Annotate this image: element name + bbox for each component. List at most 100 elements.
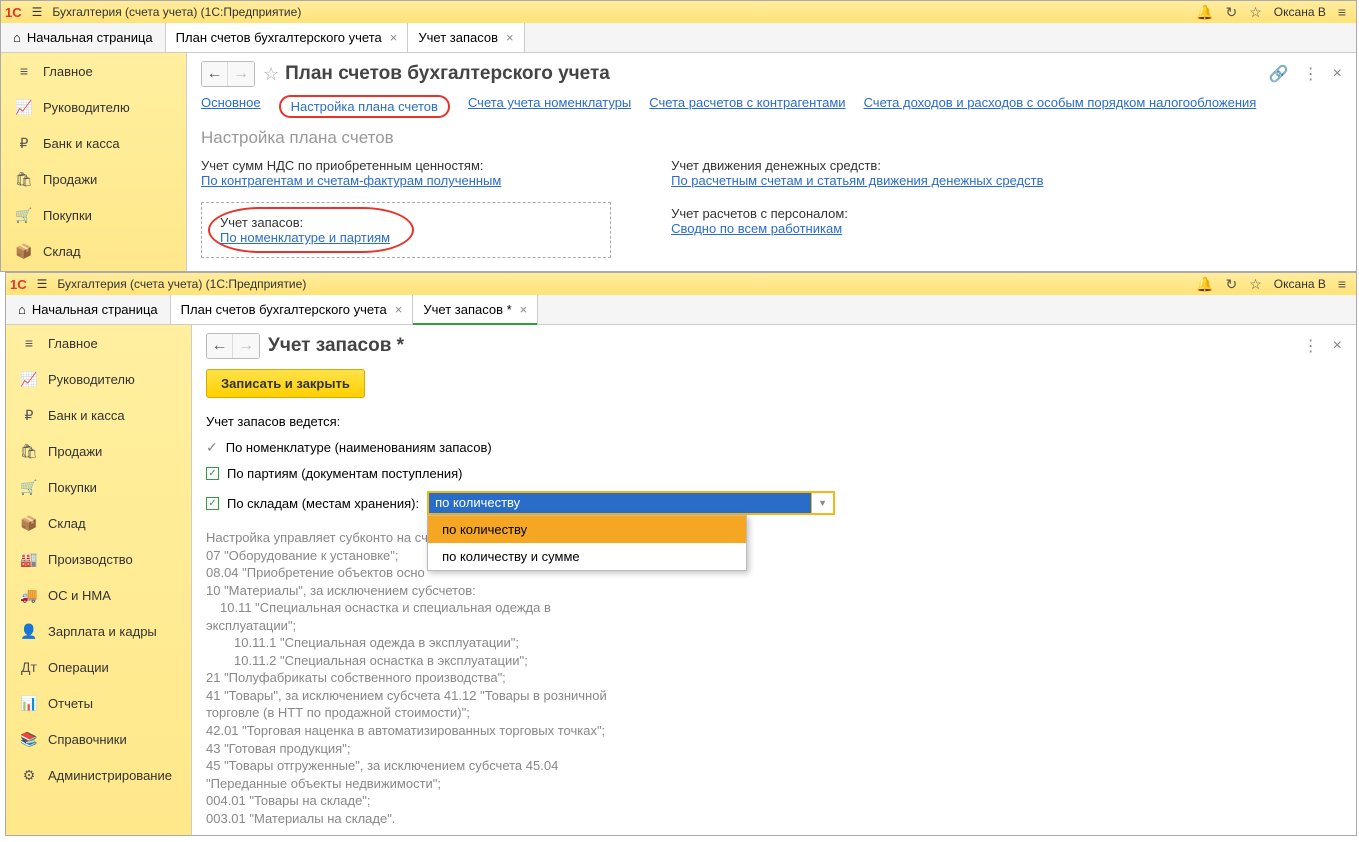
sidebar-item-label: Продажи bbox=[48, 444, 102, 459]
tab-close-icon[interactable]: × bbox=[506, 30, 514, 45]
page-title: План счетов бухгалтерского учета bbox=[285, 63, 1269, 85]
books-icon: 📚 bbox=[18, 731, 40, 748]
subnav-nomenclature[interactable]: Счета учета номенклатуры bbox=[468, 95, 631, 118]
main-menu-icon[interactable]: ☰ bbox=[32, 5, 43, 19]
info-line: 45 "Товары отгруженные", за исключением … bbox=[206, 757, 806, 775]
tab-plan-accounts[interactable]: План счетов бухгалтерского учета × bbox=[171, 295, 414, 324]
star-icon[interactable]: ☆ bbox=[1249, 276, 1262, 293]
cart-icon: 🛒 bbox=[13, 207, 35, 224]
history-icon[interactable]: ↻ bbox=[1226, 4, 1238, 21]
link-stock[interactable]: По номенклатуре и партиям bbox=[220, 230, 390, 245]
sidebar-item-main[interactable]: ≡Главное bbox=[1, 53, 186, 89]
sidebar-item-purchases[interactable]: 🛒Покупки bbox=[1, 197, 186, 233]
user-label[interactable]: Оксана В bbox=[1274, 277, 1326, 291]
home-tab[interactable]: ⌂ Начальная страница bbox=[1, 23, 166, 52]
tab-close-icon[interactable]: × bbox=[520, 302, 528, 317]
sidebar-item-production[interactable]: 🏭Производство bbox=[6, 541, 191, 577]
bell-icon[interactable]: 🔔 bbox=[1196, 276, 1213, 293]
dropdown-option-qty-sum[interactable]: по количеству и сумме bbox=[428, 543, 746, 570]
sidebar-item-label: Руководителю bbox=[43, 100, 130, 115]
page-title: Учет запасов * bbox=[268, 335, 1303, 357]
subnav-main[interactable]: Основное bbox=[201, 95, 261, 118]
nav-forward-button[interactable]: → bbox=[228, 62, 254, 86]
sidebar-item-label: Администрирование bbox=[48, 768, 172, 783]
sidebar-item-sales[interactable]: 🛍Продажи bbox=[1, 161, 186, 197]
dropdown-option-qty[interactable]: по количеству bbox=[428, 516, 746, 543]
label-cashflow: Учет движения денежных средств: bbox=[671, 158, 1043, 173]
close-icon[interactable]: × bbox=[1333, 65, 1342, 83]
sidebar-item-label: Руководителю bbox=[48, 372, 135, 387]
sidebar-item-manager[interactable]: 📈Руководителю bbox=[1, 89, 186, 125]
subnav-contragents[interactable]: Счета расчетов с контрагентами bbox=[649, 95, 845, 118]
link-nds[interactable]: По контрагентам и счетам-фактурам получе… bbox=[201, 173, 501, 188]
sidebar-item-sales[interactable]: 🛍Продажи bbox=[6, 433, 191, 469]
window-menu-icon[interactable]: ≡ bbox=[1338, 276, 1346, 292]
sidebar-item-label: Производство bbox=[48, 552, 133, 567]
link-icon[interactable]: 🔗 bbox=[1269, 64, 1289, 84]
sidebar-item-bank[interactable]: ₽Банк и касса bbox=[1, 125, 186, 161]
tab-stock[interactable]: Учет запасов * × bbox=[413, 295, 538, 324]
sidebar-item-warehouse[interactable]: 📦Склад bbox=[1, 233, 186, 269]
window-menu-icon[interactable]: ≡ bbox=[1338, 4, 1346, 20]
nav-back-button[interactable]: ← bbox=[207, 334, 233, 358]
sidebar-item-reports[interactable]: 📊Отчеты bbox=[6, 685, 191, 721]
sidebar-item-salary[interactable]: 👤Зарплата и кадры bbox=[6, 613, 191, 649]
tab-close-icon[interactable]: × bbox=[395, 302, 403, 317]
subnav-plan-settings[interactable]: Настройка плана счетов bbox=[279, 95, 450, 118]
warehouse-mode-select[interactable]: по количеству ▼ bbox=[427, 491, 835, 515]
info-line: "Переданные объекты недвижимости"; bbox=[206, 775, 806, 793]
info-line: 003.01 "Материалы на складе". bbox=[206, 810, 806, 828]
box-icon: 📦 bbox=[18, 515, 40, 532]
titlebar: 1C ☰ Бухгалтерия (счета учета) (1С:Предп… bbox=[6, 273, 1356, 295]
sidebar-item-operations[interactable]: ДтОперации bbox=[6, 649, 191, 685]
tab-plan-accounts[interactable]: План счетов бухгалтерского учета × bbox=[166, 23, 409, 52]
opt-nomenclature: По номенклатуре (наименованиям запасов) bbox=[226, 440, 492, 455]
lead-label: Учет запасов ведется: bbox=[206, 414, 340, 429]
home-icon: ⌂ bbox=[13, 30, 21, 45]
sidebar-item-manager[interactable]: 📈Руководителю bbox=[6, 361, 191, 397]
sidebar-item-admin[interactable]: ⚙Администрирование bbox=[6, 757, 191, 793]
window-plan-accounts: 1C ☰ Бухгалтерия (счета учета) (1С:Предп… bbox=[0, 0, 1357, 272]
sidebar-item-label: Покупки bbox=[48, 480, 97, 495]
nav-buttons: ← → bbox=[201, 61, 255, 87]
save-and-close-button[interactable]: Записать и закрыть bbox=[206, 369, 365, 398]
tab-stock[interactable]: Учет запасов × bbox=[408, 23, 524, 52]
info-line: 42.01 "Торговая наценка в автоматизирова… bbox=[206, 722, 806, 740]
close-icon[interactable]: × bbox=[1333, 337, 1342, 355]
report-icon: 📊 bbox=[18, 695, 40, 712]
check-icon: ✓ bbox=[206, 439, 218, 456]
dropdown-toggle-icon[interactable]: ▼ bbox=[811, 493, 833, 513]
more-icon[interactable]: ⋮ bbox=[1303, 336, 1319, 356]
nav-forward-button[interactable]: → bbox=[233, 334, 259, 358]
main-menu-icon[interactable]: ☰ bbox=[37, 277, 48, 291]
opt-warehouses: По складам (местам хранения): bbox=[227, 496, 419, 511]
link-personnel[interactable]: Сводно по всем работникам bbox=[671, 221, 842, 236]
cart-icon: 🛒 bbox=[18, 479, 40, 496]
checkbox-parties[interactable]: ✓ bbox=[206, 467, 219, 480]
favorite-icon[interactable]: ☆ bbox=[263, 64, 279, 85]
main-icon: ≡ bbox=[13, 63, 35, 79]
user-label[interactable]: Оксана В bbox=[1274, 5, 1326, 19]
sidebar-item-bank[interactable]: ₽Банк и касса bbox=[6, 397, 191, 433]
sidebar-item-purchases[interactable]: 🛒 Покупки bbox=[6, 469, 191, 505]
box-icon: 📦 bbox=[13, 243, 35, 260]
window-stock-settings: 1C ☰ Бухгалтерия (счета учета) (1С:Предп… bbox=[5, 272, 1357, 836]
sidebar-item-assets[interactable]: 🚚ОС и НМА bbox=[6, 577, 191, 613]
bell-icon[interactable]: 🔔 bbox=[1196, 4, 1213, 21]
info-line: 10.11.2 "Специальная оснастка в эксплуат… bbox=[206, 652, 806, 670]
checkbox-warehouses[interactable]: ✓ bbox=[206, 497, 219, 510]
tab-close-icon[interactable]: × bbox=[390, 30, 398, 45]
info-line: торговле (в НТТ по продажной стоимости)"… bbox=[206, 704, 806, 722]
nav-back-button[interactable]: ← bbox=[202, 62, 228, 86]
sidebar-item-main[interactable]: ≡Главное bbox=[6, 325, 191, 361]
more-icon[interactable]: ⋮ bbox=[1303, 64, 1319, 84]
select-value: по количеству bbox=[435, 495, 520, 510]
home-tab[interactable]: ⌂ Начальная страница bbox=[6, 295, 171, 324]
sub-nav: Основное Настройка плана счетов Счета уч… bbox=[201, 95, 1342, 118]
history-icon[interactable]: ↻ bbox=[1226, 276, 1238, 293]
sidebar-item-warehouse[interactable]: 📦Склад bbox=[6, 505, 191, 541]
sidebar-item-references[interactable]: 📚Справочники bbox=[6, 721, 191, 757]
star-icon[interactable]: ☆ bbox=[1249, 4, 1262, 21]
subnav-income[interactable]: Счета доходов и расходов с особым порядк… bbox=[864, 95, 1257, 118]
link-cashflow[interactable]: По расчетным счетам и статьям движения д… bbox=[671, 173, 1043, 188]
